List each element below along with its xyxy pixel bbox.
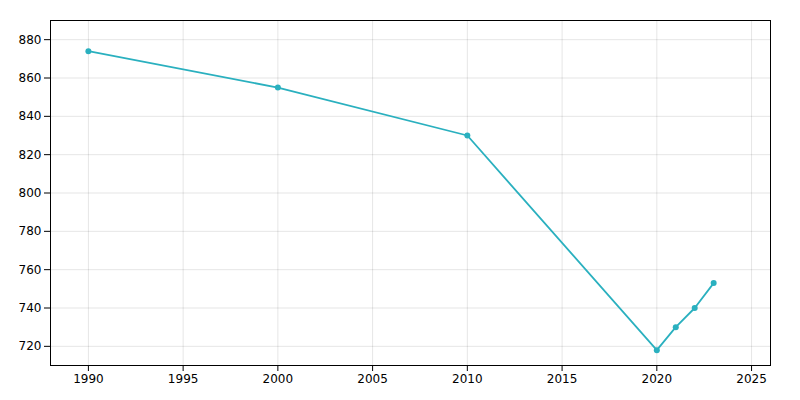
svg-text:740: 740 [19,301,42,315]
svg-text:880: 880 [19,33,42,47]
svg-text:720: 720 [19,339,42,353]
svg-text:760: 760 [19,263,42,277]
svg-text:2005: 2005 [357,372,388,386]
svg-text:780: 780 [19,224,42,238]
svg-text:1995: 1995 [168,372,199,386]
svg-text:1990: 1990 [73,372,104,386]
svg-text:840: 840 [19,109,42,123]
svg-text:2010: 2010 [452,372,483,386]
svg-text:2000: 2000 [263,372,294,386]
svg-text:860: 860 [19,71,42,85]
svg-text:820: 820 [19,148,42,162]
svg-text:2020: 2020 [642,372,673,386]
svg-text:800: 800 [19,186,42,200]
svg-text:2025: 2025 [736,372,767,386]
svg-text:2015: 2015 [547,372,578,386]
